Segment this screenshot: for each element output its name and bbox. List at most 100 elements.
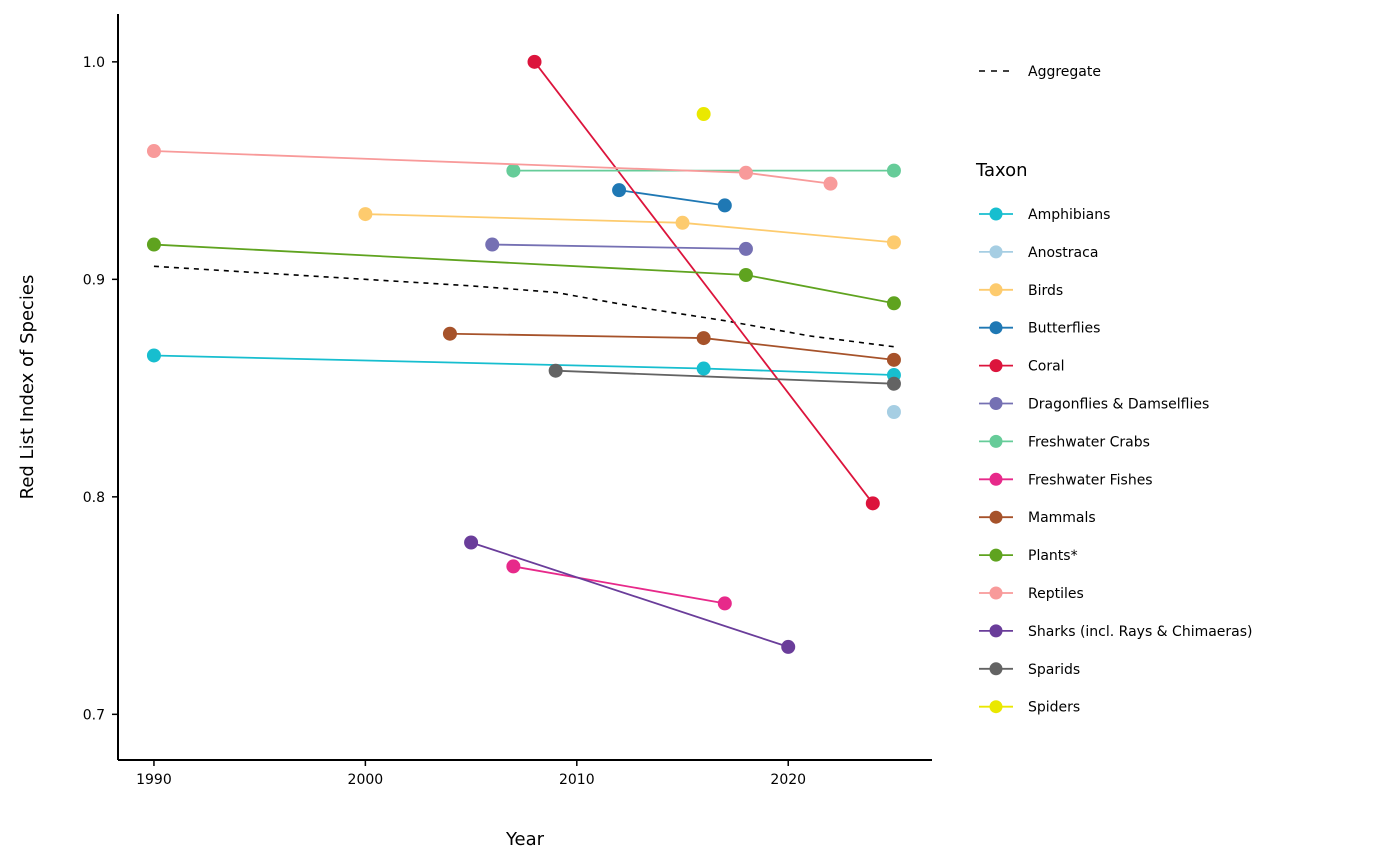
series-birds <box>358 207 901 250</box>
data-point-birds[interactable] <box>675 215 690 230</box>
data-point-sharks-incl-rays-chimaeras[interactable] <box>781 639 796 654</box>
y-tick-label: 1.0 <box>83 55 105 71</box>
data-point-plants[interactable] <box>738 267 753 282</box>
legend-key-point <box>989 586 1003 600</box>
legend-entry-plants[interactable]: Plants* <box>979 548 1078 564</box>
data-point-coral[interactable] <box>527 54 542 69</box>
data-point-freshwater-crabs[interactable] <box>506 163 521 178</box>
series-amphibians <box>146 348 901 383</box>
data-point-amphibians[interactable] <box>146 348 161 363</box>
legend-entry-coral[interactable]: Coral <box>979 359 1065 375</box>
data-point-freshwater-crabs[interactable] <box>886 163 901 178</box>
series-line-dragonflies-damselflies <box>492 243 746 250</box>
legend-label: Plants* <box>1028 548 1078 564</box>
data-point-plants[interactable] <box>886 296 901 311</box>
y-ticks: 0.7 0.8 0.9 1.0 <box>83 55 118 723</box>
series-spiders <box>696 107 711 122</box>
data-point-spiders[interactable] <box>696 107 711 122</box>
y-tick-label: 0.9 <box>83 272 105 288</box>
legend-key-point <box>989 700 1003 714</box>
legend-key-point <box>989 245 1003 259</box>
data-point-mammals[interactable] <box>886 352 901 367</box>
data-point-anostraca[interactable] <box>886 405 901 420</box>
data-point-freshwater-fishes[interactable] <box>717 596 732 611</box>
legend-entry-sparids[interactable]: Sparids <box>979 662 1080 678</box>
data-point-butterflies[interactable] <box>717 198 732 213</box>
legend-entry-spiders[interactable]: Spiders <box>979 700 1080 716</box>
legend-label: Amphibians <box>1028 207 1110 223</box>
data-point-freshwater-fishes[interactable] <box>506 559 521 574</box>
legend-label: Anostraca <box>1028 245 1098 261</box>
legend-label: Reptiles <box>1028 586 1084 602</box>
legend-key-point <box>989 434 1003 448</box>
data-point-reptiles[interactable] <box>146 144 161 159</box>
data-point-coral[interactable] <box>865 496 880 511</box>
y-tick-label: 0.8 <box>83 490 105 506</box>
legend-entry-mammals[interactable]: Mammals <box>979 510 1096 526</box>
series-line-sharks-incl-rays-chimaeras <box>470 541 789 648</box>
legend-entry-freshwater-fishes[interactable]: Freshwater Fishes <box>979 472 1153 488</box>
data-point-birds[interactable] <box>886 235 901 250</box>
legend-key-point <box>989 510 1003 524</box>
legend-entry-butterflies[interactable]: Butterflies <box>979 321 1100 337</box>
legend-label: Dragonflies & Damselflies <box>1028 397 1209 413</box>
legend-key-point <box>989 548 1003 562</box>
data-point-mammals[interactable] <box>696 331 711 346</box>
legend: Aggregate Taxon Amphibians Anostraca Birds… <box>975 64 1253 716</box>
series-butterflies <box>612 183 732 213</box>
legend-key-point <box>989 359 1003 373</box>
data-point-plants[interactable] <box>146 237 161 252</box>
legend-entry-reptiles[interactable]: Reptiles <box>979 586 1084 602</box>
legend-title: Taxon <box>975 160 1028 181</box>
series-sharks-incl-rays-chimaeras <box>464 535 796 654</box>
data-point-sparids[interactable] <box>548 363 563 378</box>
legend-label: Sparids <box>1028 662 1080 678</box>
series-line-freshwater-fishes <box>513 565 725 605</box>
legend-entry-anostraca[interactable]: Anostraca <box>979 245 1098 261</box>
series-anostraca <box>886 405 901 420</box>
legend-label: Birds <box>1028 283 1063 299</box>
series-dragonflies-damselflies <box>485 237 753 256</box>
x-tick-label: 2020 <box>770 772 806 788</box>
legend-key-point <box>989 472 1003 486</box>
series-freshwater-fishes <box>506 559 732 611</box>
data-point-reptiles[interactable] <box>738 165 753 180</box>
legend-key-point <box>989 283 1003 297</box>
legend-key-point <box>989 397 1003 410</box>
series-plants <box>146 237 901 311</box>
series-line-aggregate <box>153 265 895 348</box>
y-tick-label: 0.7 <box>83 707 105 723</box>
data-point-dragonflies-damselflies[interactable] <box>738 241 753 256</box>
data-point-butterflies[interactable] <box>612 183 627 198</box>
series-reptiles <box>146 144 838 191</box>
data-point-sparids[interactable] <box>886 376 901 391</box>
data-point-mammals[interactable] <box>442 326 457 341</box>
legend-label: Mammals <box>1028 510 1096 526</box>
x-axis-title: Year <box>505 829 545 850</box>
legend-label: Coral <box>1028 359 1065 375</box>
legend-key-point <box>989 624 1003 638</box>
legend-entry-aggregate[interactable]: Aggregate <box>979 64 1101 80</box>
series-line-sparids <box>555 369 894 385</box>
legend-entry-amphibians[interactable]: Amphibians <box>979 207 1110 223</box>
legend-key-point <box>989 207 1003 221</box>
legend-entry-freshwater-crabs[interactable]: Freshwater Crabs <box>979 434 1150 450</box>
legend-label: Freshwater Fishes <box>1028 472 1153 488</box>
data-point-dragonflies-damselflies[interactable] <box>485 237 500 252</box>
legend-label-aggregate: Aggregate <box>1028 64 1101 80</box>
plot-area <box>146 54 901 654</box>
data-point-birds[interactable] <box>358 207 373 222</box>
data-point-amphibians[interactable] <box>696 361 711 376</box>
data-point-sharks-incl-rays-chimaeras[interactable] <box>464 535 479 550</box>
series-sparids <box>548 363 901 391</box>
legend-entry-dragonflies-damselflies[interactable]: Dragonflies & Damselflies <box>979 397 1209 413</box>
x-tick-label: 1990 <box>136 772 172 788</box>
legend-label: Spiders <box>1028 700 1080 716</box>
legend-entry-birds[interactable]: Birds <box>979 283 1063 299</box>
legend-entry-sharks-incl-rays-chimaeras[interactable]: Sharks (incl. Rays & Chimaeras) <box>979 624 1253 640</box>
data-point-reptiles[interactable] <box>823 176 838 191</box>
x-ticks: 1990 2000 2010 2020 <box>136 760 806 788</box>
legend-key-point <box>989 321 1003 335</box>
